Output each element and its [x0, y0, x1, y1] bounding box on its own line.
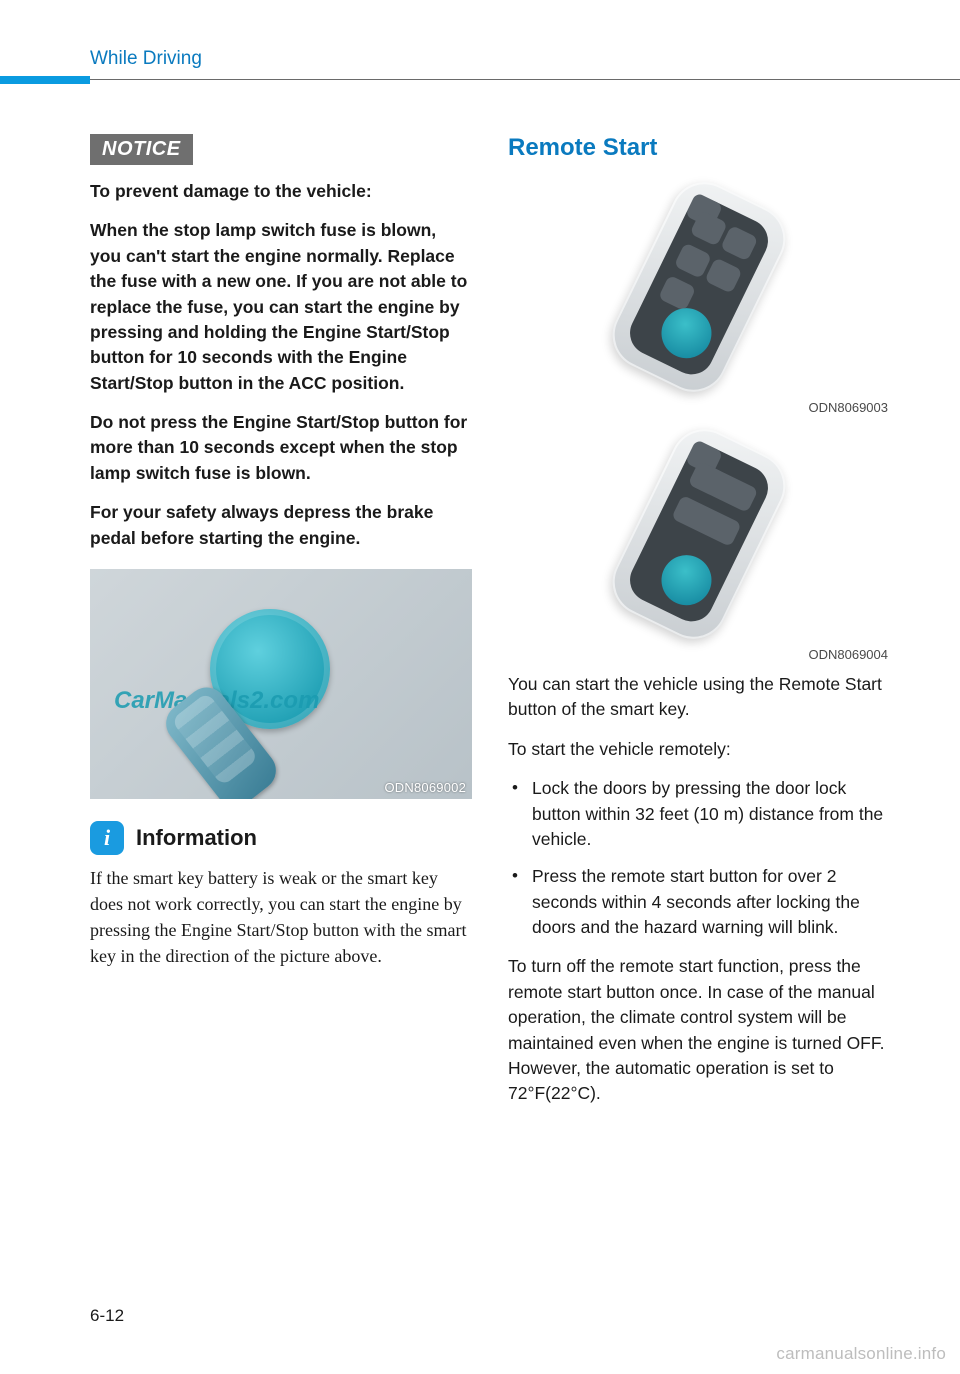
remote-key-graphic-4btn — [601, 418, 797, 650]
remote-start-steps-intro: To start the vehicle remotely: — [508, 737, 890, 762]
right-column: Remote Start ODN8069003 — [508, 134, 890, 1121]
list-item: Lock the doors by pressing the door lock… — [508, 776, 890, 852]
information-text: If the smart key battery is weak or the … — [90, 865, 472, 969]
remote-key-graphic-6btn — [601, 171, 797, 403]
figure-id-2: ODN8069003 — [508, 400, 890, 415]
manual-page: While Driving NOTICE To prevent damage t… — [0, 0, 960, 1374]
notice-paragraph-2: Do not press the Engine Start/Stop butto… — [90, 410, 472, 486]
figure-engine-start: CarManuals2.com ODN8069002 — [90, 569, 472, 799]
key-panel — [623, 192, 776, 382]
figure-remote-key-6btn — [508, 178, 890, 396]
remote-start-hold-button-icon — [653, 300, 720, 367]
left-column: NOTICE To prevent damage to the vehicle:… — [90, 134, 472, 1121]
figure-id-3: ODN8069004 — [508, 647, 890, 662]
notice-intro: To prevent damage to the vehicle: — [90, 179, 472, 204]
key-button-icon — [720, 225, 758, 262]
key-button-icon — [658, 275, 696, 312]
figure-remote-key-4btn — [508, 425, 890, 643]
remote-start-hold-button-icon — [653, 547, 720, 614]
figure-id-1: ODN8069002 — [385, 780, 467, 795]
information-header: i Information — [90, 821, 472, 855]
content-columns: NOTICE To prevent damage to the vehicle:… — [90, 134, 890, 1121]
key-panel — [623, 439, 776, 629]
key-button-icon — [704, 257, 742, 294]
header-rule — [0, 76, 960, 84]
notice-label: NOTICE — [90, 134, 193, 165]
remote-start-off: To turn off the remote start function, p… — [508, 954, 890, 1106]
notice-paragraph-3: For your safety always depress the brake… — [90, 500, 472, 551]
notice-paragraph-1: When the stop lamp switch fuse is blown,… — [90, 218, 472, 396]
remote-start-steps: Lock the doors by pressing the door lock… — [508, 776, 890, 940]
information-title: Information — [136, 825, 257, 851]
section-header: While Driving — [90, 48, 890, 70]
remote-start-intro: You can start the vehicle using the Remo… — [508, 672, 890, 723]
page-number: 6-12 — [90, 1306, 124, 1326]
footer-watermark: carmanualsonline.info — [776, 1344, 946, 1364]
info-icon: i — [90, 821, 124, 855]
header-rule-thick — [0, 76, 90, 84]
remote-start-title: Remote Start — [508, 134, 890, 162]
list-item: Press the remote start button for over 2… — [508, 864, 890, 940]
header-rule-thin — [90, 79, 960, 80]
key-button-icon — [674, 242, 712, 279]
